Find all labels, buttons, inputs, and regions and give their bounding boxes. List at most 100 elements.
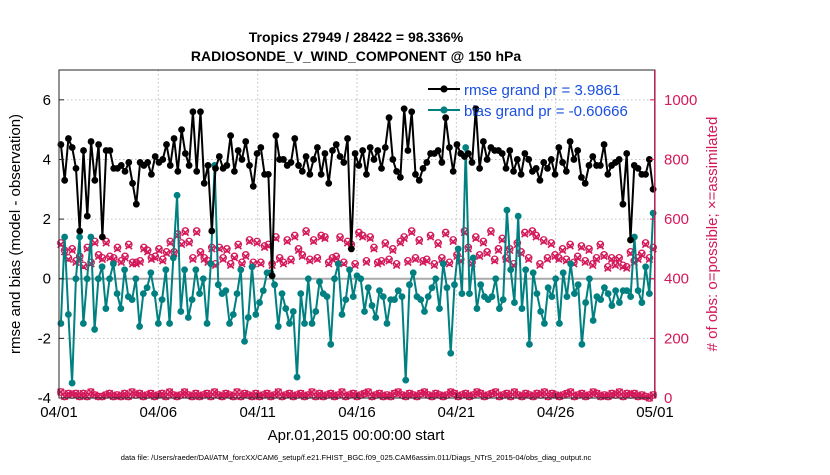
obs-possible-marker: [279, 258, 288, 267]
y-right-tick-label: 600: [664, 211, 689, 228]
obs-possible-marker: [539, 236, 548, 244]
obs-assimilated-marker: [641, 240, 650, 249]
bias-point: [83, 275, 91, 283]
rmse-point: [623, 150, 631, 157]
bias-point: [451, 281, 458, 289]
rmse-point: [340, 159, 348, 166]
y-right-tick-label: 0: [664, 390, 672, 407]
rmse-point: [159, 156, 167, 163]
obs-assimilated-marker: [370, 245, 378, 253]
bias-point: [308, 320, 316, 327]
bias-point: [158, 296, 166, 303]
axis-layer: 04/01 04/06 04/11 04/16 04/21 04/26 05/01 -4 -2 0…: [38, 92, 698, 421]
bias-point: [102, 305, 110, 312]
obs-assimilated-marker: [377, 258, 386, 267]
rmse-point: [589, 153, 597, 160]
rmse-point: [396, 173, 404, 181]
obs-assimilated-marker: [581, 258, 589, 267]
obs-possible-marker: [245, 236, 254, 244]
obs-possible-marker: [619, 261, 627, 270]
bias-point: [574, 281, 582, 289]
bias-point: [615, 299, 623, 306]
obs-assimilated-marker: [121, 254, 129, 262]
obs-assimilated-marker: [162, 249, 171, 258]
bias-point: [192, 266, 200, 274]
bias-point: [526, 340, 533, 348]
bias-point: [361, 308, 368, 315]
obs-assimilated-marker: [588, 261, 597, 270]
bias-point: [492, 275, 500, 283]
obs-possible-marker: [487, 227, 495, 235]
obs-possible-marker: [422, 255, 431, 264]
bias-point: [132, 275, 140, 283]
bias-point: [436, 305, 443, 312]
x-tick-label: 04/01: [40, 404, 78, 421]
rmse-point: [359, 147, 367, 154]
bias-point: [278, 290, 286, 298]
rmse-point: [344, 135, 351, 142]
bias-point: [331, 275, 338, 283]
obs-possible-marker: [83, 392, 91, 401]
obs-possible-marker: [317, 231, 326, 240]
obs-assimilated-marker: [234, 242, 242, 250]
rmse-point: [197, 108, 204, 116]
rmse-point: [170, 135, 178, 142]
rmse-point: [166, 162, 174, 169]
obs-possible-marker: [206, 392, 215, 401]
rmse-point: [566, 138, 574, 145]
obs-possible-marker: [162, 248, 171, 256]
rmse-point: [313, 144, 321, 151]
bias-point: [589, 317, 597, 324]
legend-bias-label: bias grand pr = -0.60666: [464, 103, 628, 120]
obs-possible-marker: [388, 245, 397, 253]
rmse-point: [61, 176, 69, 184]
bias-point: [499, 296, 507, 303]
rmse-point: [193, 167, 201, 175]
bias-point: [454, 245, 462, 253]
bias-point: [402, 376, 410, 384]
bias-point: [113, 290, 121, 298]
rmse-point: [370, 156, 378, 163]
bias-point: [143, 284, 151, 292]
obs-possible-marker: [308, 388, 316, 396]
obs-possible-marker: [449, 236, 458, 244]
obs-assimilated-marker: [539, 237, 548, 246]
obs-possible-marker: [189, 254, 197, 262]
obs-assimilated-marker: [521, 230, 529, 238]
rmse-point: [310, 156, 318, 163]
y-axis-right-label: # of obs: o=possible; ×=assimilated: [704, 117, 721, 352]
obs-possible-marker: [215, 243, 224, 252]
legend-rmse-label: rmse grand pr = 3.9861: [464, 82, 620, 99]
obs-assimilated-marker: [241, 252, 250, 261]
obs-possible-marker: [287, 255, 295, 264]
bias-point: [196, 290, 203, 298]
obs-assimilated-marker: [283, 237, 291, 246]
obs-possible-marker: [603, 262, 612, 271]
obs-assimilated-marker: [321, 234, 329, 243]
obs-assimilated-marker: [381, 240, 390, 249]
rmse-point: [600, 141, 608, 148]
bias-point: [248, 263, 256, 271]
obs-assimilated-marker: [219, 255, 227, 264]
obs-possible-marker: [309, 236, 318, 244]
obs-possible-marker: [517, 248, 525, 256]
bias-point: [256, 299, 263, 306]
bias-point: [154, 320, 162, 327]
obs-assimilated-marker: [257, 260, 265, 268]
rmse-point: [287, 159, 295, 166]
obs-assimilated-marker: [181, 228, 190, 237]
rmse-point: [148, 170, 155, 178]
obs-possible-marker: [404, 256, 412, 265]
rmse-point: [472, 105, 480, 113]
obs-assimilated-marker: [298, 252, 307, 261]
rmse-point: [208, 227, 216, 235]
obs-possible-marker: [302, 227, 310, 235]
rmse-point: [106, 147, 114, 154]
obs-assimilated-marker: [494, 246, 503, 255]
obs-possible-marker: [121, 252, 129, 261]
rmse-point: [306, 170, 314, 178]
obs-possible-marker: [124, 392, 133, 401]
obs-possible-marker: [585, 245, 593, 253]
rmse-point: [415, 176, 423, 184]
